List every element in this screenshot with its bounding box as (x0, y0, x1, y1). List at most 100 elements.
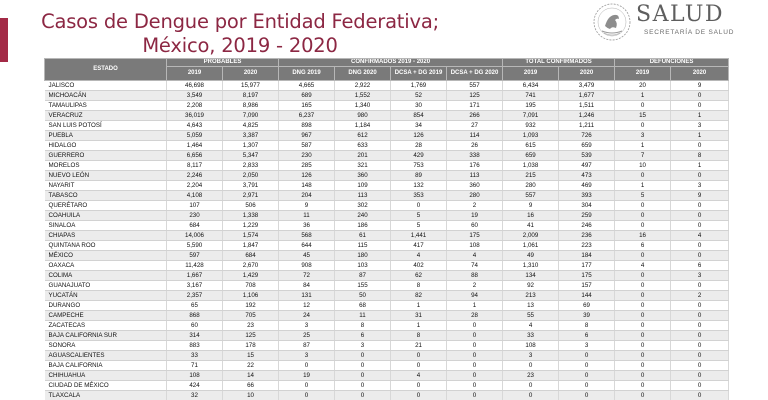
value-cell: 0 (614, 320, 672, 331)
value-cell: 2,204 (166, 180, 223, 191)
value-cell: 0 (334, 380, 392, 391)
value-cell: 0 (278, 390, 336, 400)
value-cell: 0 (390, 350, 448, 361)
value-cell: 52 (390, 90, 448, 101)
value-cell: 597 (166, 250, 223, 261)
value-cell: 72 (278, 270, 336, 281)
value-cell: 39 (558, 310, 616, 321)
table-row: BAJA CALIFORNIA 71 22 0 0 0 0 0 0 0 0 (44, 360, 730, 371)
value-cell: 45 (278, 250, 336, 261)
value-cell: 1,106 (222, 290, 280, 301)
value-cell: 0 (670, 90, 730, 101)
value-cell: 506 (222, 200, 280, 211)
header-defunciones: DEFUNCIONES (614, 58, 730, 67)
value-cell: 204 (278, 190, 336, 201)
value-cell: 689 (278, 90, 336, 101)
value-cell: 157 (558, 280, 616, 291)
value-cell: 0 (614, 270, 672, 281)
value-cell: 195 (502, 100, 560, 111)
value-cell: 36 (278, 220, 336, 231)
value-cell: 55 (502, 310, 560, 321)
value-cell: 155 (334, 280, 392, 291)
value-cell: 612 (334, 130, 392, 141)
accent-bar (0, 18, 8, 62)
value-cell: 236 (558, 230, 616, 241)
table-row: SONORA 883 178 87 3 21 0 108 3 0 0 (44, 340, 730, 351)
table-row: SAN LUIS POTOSÍ 4,643 4,825 898 1,184 34 27 932… (44, 120, 730, 131)
value-cell: 0 (670, 360, 730, 371)
value-cell: 967 (278, 130, 336, 141)
value-cell: 0 (670, 170, 730, 181)
value-cell: 0 (670, 210, 730, 221)
value-cell: 16 (614, 230, 672, 241)
value-cell: 0 (670, 330, 730, 341)
value-cell: 108 (166, 370, 223, 381)
value-cell: 684 (166, 220, 223, 231)
state-name-cell: PUEBLA (44, 130, 167, 141)
value-cell: 0 (614, 200, 672, 211)
table-row: TLAXCALA 32 10 0 0 0 0 0 0 0 0 (44, 390, 730, 400)
state-name-cell: ZACATECAS (44, 320, 167, 331)
value-cell: 201 (334, 150, 392, 161)
state-name-cell: BAJA CALIFORNIA SUR (44, 330, 167, 341)
value-cell: 33 (166, 350, 223, 361)
state-name-cell: SONORA (44, 340, 167, 351)
column-header-row: 2019 2020 DNG 2019 DNG 2020 DCSA + DG 20… (45, 66, 730, 81)
value-cell: 30 (390, 100, 448, 111)
group-header-row: ESTADO PROBABLES CONFIRMADOS 2019 - 2020… (44, 58, 730, 81)
value-cell: 94 (446, 290, 504, 301)
value-cell: 908 (278, 260, 336, 271)
value-cell: 8,986 (222, 100, 280, 111)
value-cell: 0 (670, 370, 730, 381)
value-cell: 1 (390, 320, 448, 331)
value-cell: 0 (670, 240, 730, 251)
value-cell: 726 (558, 130, 616, 141)
value-cell: 5,059 (166, 130, 223, 141)
value-cell: 0 (614, 220, 672, 231)
value-cell: 5,590 (166, 240, 223, 251)
value-cell: 1,769 (390, 80, 448, 91)
value-cell: 36,019 (166, 110, 223, 121)
value-cell: 82 (390, 290, 448, 301)
column-header: DNG 2020 (334, 66, 392, 81)
value-cell: 3 (278, 350, 336, 361)
value-cell: 15 (222, 350, 280, 361)
value-cell: 7,091 (502, 110, 560, 121)
value-cell: 3 (558, 340, 616, 351)
state-name-cell: BAJA CALIFORNIA (44, 360, 167, 371)
value-cell: 4 (614, 260, 672, 271)
column-header: 2019 (166, 66, 223, 81)
value-cell: 708 (222, 280, 280, 291)
value-cell: 184 (558, 250, 616, 261)
value-cell: 1,441 (390, 230, 448, 241)
value-cell: 1,061 (502, 240, 560, 251)
value-cell: 3 (334, 340, 392, 351)
value-cell: 0 (614, 330, 672, 341)
table-row: CIUDAD DE MÉXICO 424 66 0 0 0 0 0 0 0 0 (44, 380, 730, 391)
value-cell: 1 (614, 180, 672, 191)
table-row: GUANAJUATO 3,167 708 84 155 8 2 92 157 0 0 (44, 280, 730, 291)
value-cell: 24 (278, 310, 336, 321)
value-cell: 5 (390, 220, 448, 231)
value-cell: 0 (390, 380, 448, 391)
value-cell: 1,211 (558, 120, 616, 131)
value-cell: 10 (222, 390, 280, 400)
table-row: CAMPECHE 868 705 24 11 31 28 55 39 0 0 (44, 310, 730, 321)
value-cell: 34 (390, 120, 448, 131)
value-cell: 66 (222, 380, 280, 391)
value-cell: 5 (390, 210, 448, 221)
value-cell: 4,108 (166, 190, 223, 201)
state-name-cell: SINALOA (44, 220, 167, 231)
value-cell: 0 (446, 340, 504, 351)
table-row: QUINTANA ROO 5,590 1,847 644 115 417 108 1,061 2… (44, 240, 730, 251)
value-cell: 223 (558, 240, 616, 251)
value-cell: 0 (670, 220, 730, 231)
value-cell: 0 (670, 320, 730, 331)
value-cell: 321 (334, 160, 392, 171)
value-cell: 0 (614, 280, 672, 291)
header-total-confirmados: TOTAL CONFIRMADOS (502, 58, 616, 67)
value-cell: 32 (166, 390, 223, 400)
value-cell: 5,347 (222, 150, 280, 161)
value-cell: 71 (166, 360, 223, 371)
dengue-cases-table: ESTADO PROBABLES CONFIRMADOS 2019 - 2020… (44, 58, 730, 400)
